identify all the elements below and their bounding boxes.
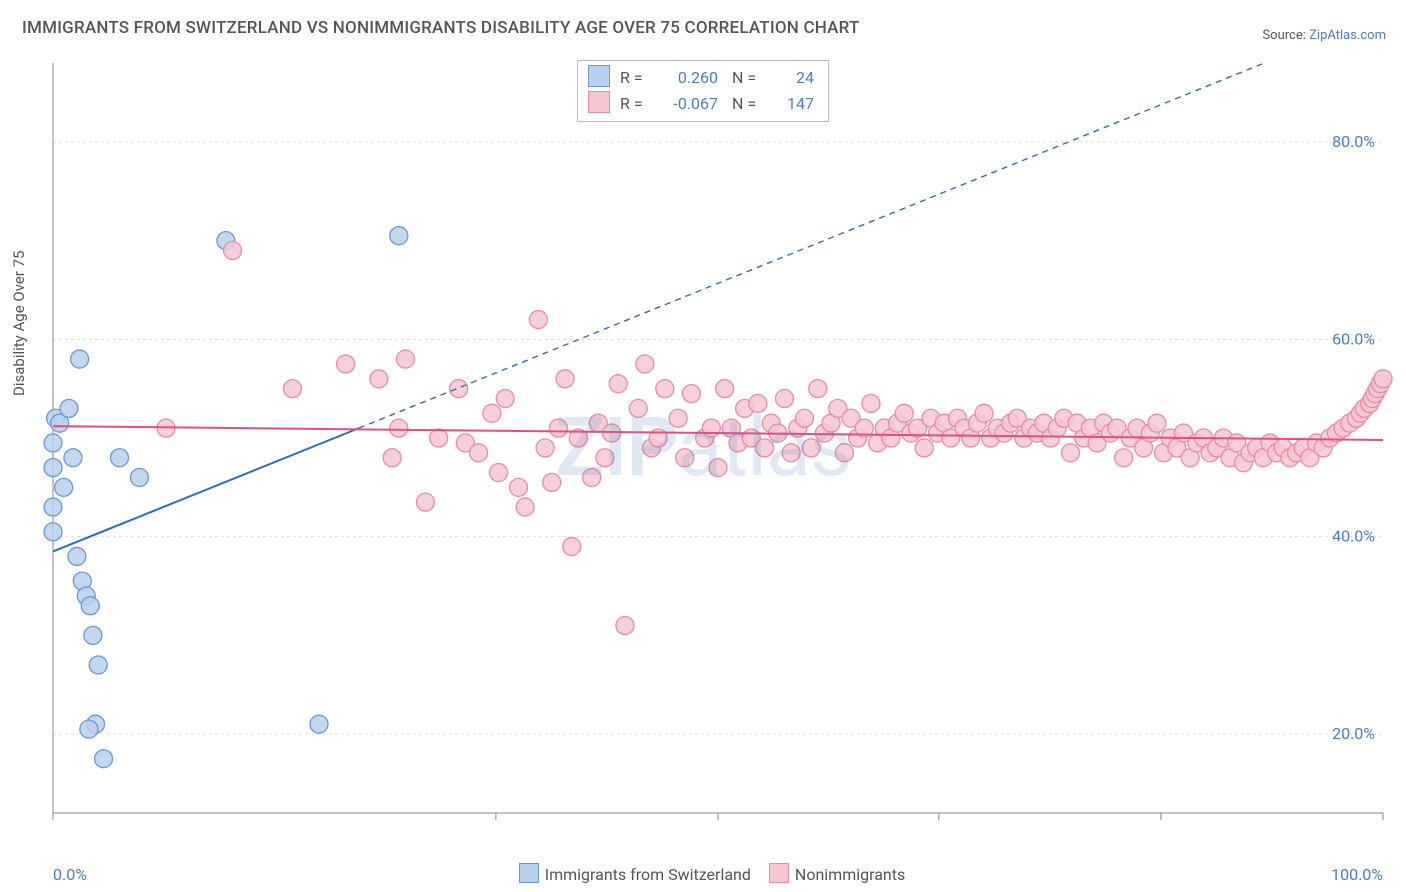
n-value: 24	[774, 65, 814, 91]
svg-text:20.0%: 20.0%	[1332, 724, 1375, 743]
r-value: 0.260	[654, 65, 718, 91]
legend-swatch	[769, 863, 789, 883]
x-axis-min-label: 0.0%	[53, 865, 87, 884]
r-label: R =	[620, 65, 650, 91]
r-value: -0.067	[654, 91, 718, 117]
svg-text:40.0%: 40.0%	[1332, 527, 1375, 546]
x-axis-max-label: 100.0%	[1331, 865, 1383, 884]
legend-swatch	[588, 91, 610, 113]
n-label: N =	[732, 91, 770, 117]
chart-container: 20.0% 40.0% 60.0% 80.0%	[0, 55, 1406, 855]
n-label: N =	[732, 65, 770, 91]
svg-text:60.0%: 60.0%	[1332, 329, 1375, 348]
scatter-chart: 20.0% 40.0% 60.0% 80.0%	[0, 55, 1406, 855]
legend-label: Nonimmigrants	[795, 865, 905, 884]
source-link[interactable]: ZipAtlas.com	[1309, 28, 1386, 43]
y-axis-label: Disability Age Over 75	[10, 251, 28, 396]
legend-item: Immigrants from Switzerland	[501, 865, 751, 884]
legend-swatch	[588, 65, 610, 87]
stat-row: R = 0.260 N = 24	[588, 65, 814, 91]
legend-swatch	[519, 863, 539, 883]
legend-label: Immigrants from Switzerland	[545, 865, 751, 884]
source-label: Source:	[1262, 28, 1305, 43]
n-value: 147	[774, 91, 814, 117]
legend-item: Nonimmigrants	[751, 865, 905, 884]
svg-text:80.0%: 80.0%	[1332, 132, 1375, 151]
source-citation: Source: ZipAtlas.com	[1262, 28, 1386, 43]
correlation-stats-box: R = 0.260 N = 24 R = -0.067 N = 147	[577, 60, 829, 122]
chart-title: IMMIGRANTS FROM SWITZERLAND VS NONIMMIGR…	[22, 18, 860, 38]
legend: Immigrants from Switzerland Nonimmigrants	[0, 863, 1406, 884]
r-label: R =	[620, 91, 650, 117]
stat-row: R = -0.067 N = 147	[588, 91, 814, 117]
